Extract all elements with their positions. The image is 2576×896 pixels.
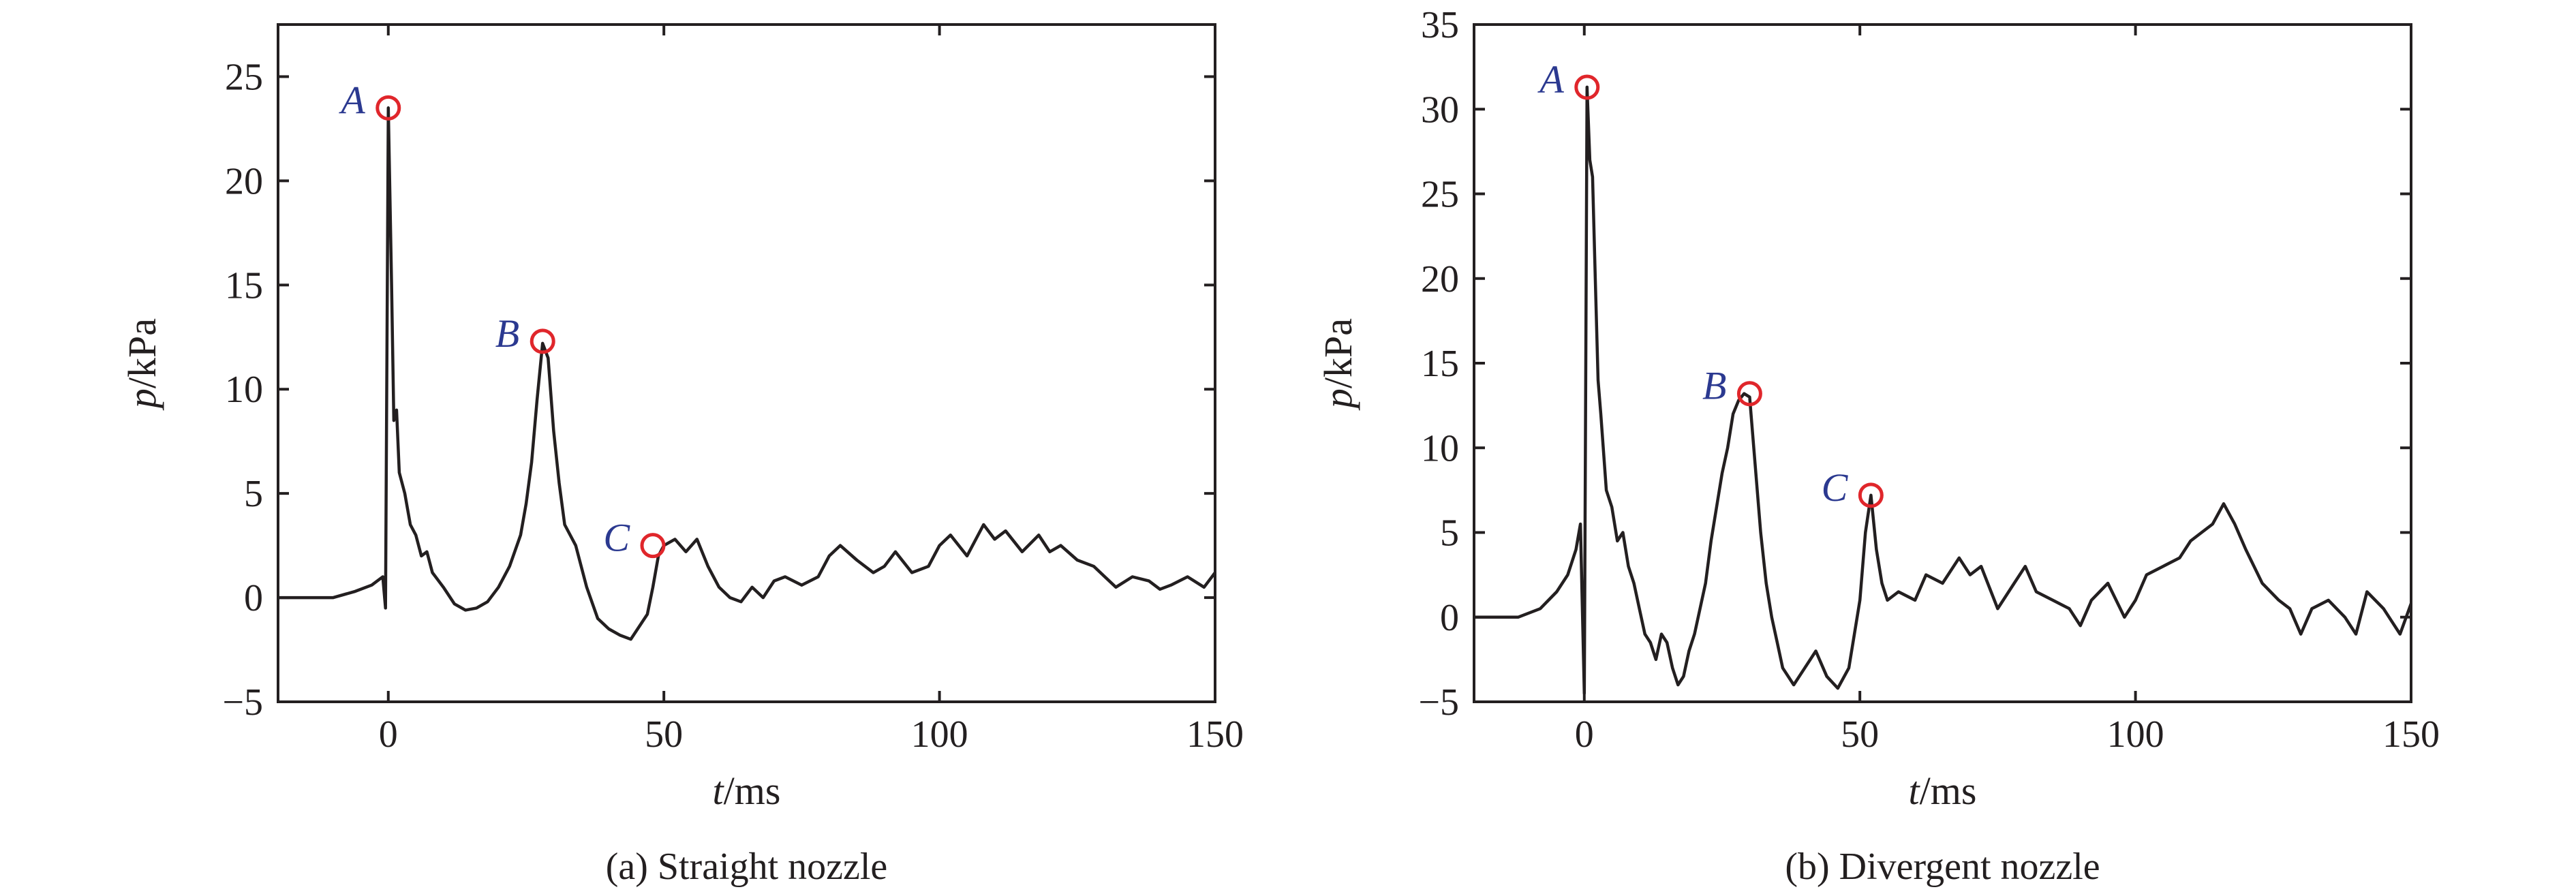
y-tick-label: 10 xyxy=(1421,427,1459,469)
chart-panel-0: 0 50 100 150 −5 0 5 10 15 20 25 t/ms p/kPa (a) Straig… xyxy=(120,23,1244,888)
y-tick-label: 20 xyxy=(1421,258,1459,300)
x-tick-label: 150 xyxy=(1186,713,1244,756)
pressure-trace xyxy=(278,106,1216,641)
y-axis-label: p/kPa xyxy=(120,318,164,411)
x-tick-label: 100 xyxy=(911,713,968,756)
y-tick-label: 25 xyxy=(225,56,263,98)
plot-frame xyxy=(277,23,1216,703)
x-axis-label: t/ms xyxy=(1909,769,1977,813)
peak-label-c: C xyxy=(1822,465,1849,510)
peak-label-b: B xyxy=(495,311,519,356)
y-axis-label: p/kPa xyxy=(1316,318,1360,411)
panel-caption: (a) Straight nozzle xyxy=(606,846,888,888)
peak-marker-c xyxy=(1858,482,1884,508)
y-tick-label: 25 xyxy=(1421,174,1459,216)
x-tick-label: 50 xyxy=(1841,713,1879,756)
x-tick-label: 150 xyxy=(2382,713,2440,756)
peak-label-a: A xyxy=(338,78,365,122)
chart-panel-1: 0 50 100 150 −5 0 5 10 15 20 25 30 35 t/ms p/kPa (b) Di… xyxy=(1316,4,2440,888)
x-axis-unit: /ms xyxy=(724,769,781,813)
x-axis-variable: t xyxy=(1909,769,1921,813)
plot-frame xyxy=(1473,23,2412,703)
peak-label-b: B xyxy=(1702,364,1726,408)
x-tick-label: 50 xyxy=(645,713,683,756)
y-axis-variable: p xyxy=(120,388,164,411)
y-tick-label: 5 xyxy=(1440,512,1459,555)
x-tick-label: 0 xyxy=(379,713,398,756)
y-tick-label: 35 xyxy=(1421,4,1459,46)
peak-marker-a xyxy=(1574,74,1600,100)
y-axis-variable: p xyxy=(1316,388,1360,411)
pressure-trace xyxy=(1474,85,2413,695)
peak-label-a: A xyxy=(1537,57,1564,102)
y-tick-label: 30 xyxy=(1421,89,1459,131)
y-tick-label: 0 xyxy=(244,577,263,619)
y-tick-label: −5 xyxy=(222,681,263,724)
peak-marker-c xyxy=(640,533,666,559)
peak-marker-b xyxy=(1736,381,1762,407)
y-tick-label: −5 xyxy=(1418,681,1459,724)
y-axis-unit: /kPa xyxy=(1316,318,1360,388)
x-tick-label: 100 xyxy=(2107,713,2164,756)
y-tick-label: 15 xyxy=(225,264,263,307)
y-tick-label: 10 xyxy=(225,369,263,411)
panel-caption: (b) Divergent nozzle xyxy=(1785,846,2100,888)
y-tick-label: 15 xyxy=(1421,343,1459,385)
y-tick-label: 0 xyxy=(1440,597,1459,639)
y-axis-unit: /kPa xyxy=(120,318,164,388)
y-tick-label: 20 xyxy=(225,160,263,202)
x-axis-variable: t xyxy=(713,769,725,813)
x-axis-unit: /ms xyxy=(1920,769,1977,813)
y-tick-label: 5 xyxy=(244,473,263,515)
peak-marker-b xyxy=(530,328,555,354)
x-axis-label: t/ms xyxy=(713,769,781,813)
peak-marker-a xyxy=(375,95,401,121)
x-tick-label: 0 xyxy=(1575,713,1594,756)
peak-label-c: C xyxy=(603,516,630,560)
